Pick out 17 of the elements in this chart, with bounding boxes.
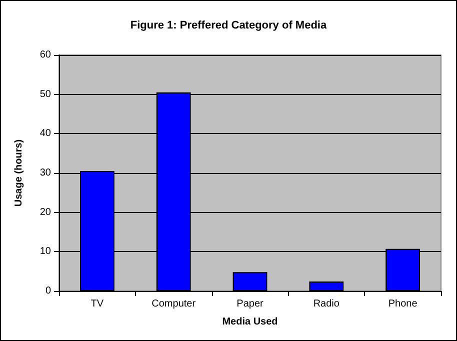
y-tick-label: 50 bbox=[40, 88, 52, 100]
y-tick-label: 20 bbox=[40, 206, 52, 218]
y-axis-title: Usage (hours) bbox=[14, 139, 24, 207]
x-tick-label: Radio bbox=[313, 298, 340, 310]
y-tick-label: 30 bbox=[40, 168, 52, 178]
chart-title: Figure 1: Preffered Category of Media bbox=[130, 20, 328, 32]
y-tick-label: 40 bbox=[40, 128, 52, 140]
x-tick-label: TV bbox=[90, 298, 104, 310]
y-tick-label: 60 bbox=[40, 50, 52, 60]
y-tick-label: 10 bbox=[40, 246, 52, 258]
bar bbox=[232, 272, 268, 291]
x-tick-label: Computer bbox=[152, 298, 196, 310]
x-tick-label: Phone bbox=[388, 298, 418, 310]
y-tick-label: 0 bbox=[45, 286, 52, 296]
x-axis-title: Media Used bbox=[222, 316, 278, 328]
bar bbox=[309, 282, 344, 291]
x-tick-label: Paper bbox=[236, 298, 264, 310]
